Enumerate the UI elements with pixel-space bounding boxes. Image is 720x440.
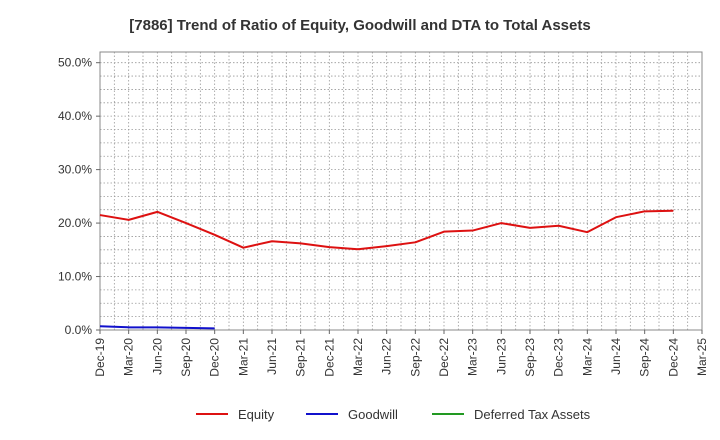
y-tick-label: 50.0% <box>58 56 92 70</box>
series-line-goodwill <box>99 325 215 330</box>
x-axis: Dec-19 Mar-20 Jun-20 Sep-20 Dec-20 Mar-21 Jun-… <box>93 330 709 377</box>
series-group <box>99 209 674 330</box>
legend: Equity Goodwill Deferred Tax Assets <box>196 407 591 422</box>
x-tick-label: Sep-23 <box>523 338 537 377</box>
y-tick-label: 10.0% <box>58 270 92 284</box>
legend-label: Deferred Tax Assets <box>474 407 591 422</box>
x-tick-label: Mar-20 <box>122 338 136 376</box>
y-tick-label: 40.0% <box>58 109 92 123</box>
legend-label: Equity <box>238 407 275 422</box>
x-tick-label: Mar-24 <box>580 338 594 376</box>
x-tick-label: Sep-20 <box>179 338 193 377</box>
x-tick-label: Jun-24 <box>609 338 623 375</box>
y-tick-label: 30.0% <box>58 163 92 177</box>
x-tick-label: Dec-19 <box>93 338 107 377</box>
x-tick-label: Jun-20 <box>150 338 164 375</box>
x-tick-label: Dec-21 <box>322 338 336 377</box>
x-tick-label: Mar-22 <box>351 338 365 376</box>
y-axis: 0.0% 10.0% 20.0% 30.0% 40.0% 50.0% <box>58 56 100 337</box>
y-tick-label: 20.0% <box>58 216 92 230</box>
y-tick-label: 0.0% <box>65 323 93 337</box>
x-tick-label: Dec-20 <box>208 338 222 377</box>
x-tick-label: Dec-23 <box>552 338 566 377</box>
x-tick-label: Dec-24 <box>666 338 680 377</box>
x-tick-label: Sep-22 <box>408 338 422 377</box>
x-tick-label: Sep-24 <box>638 338 652 377</box>
x-tick-label: Jun-23 <box>494 338 508 375</box>
legend-label: Goodwill <box>348 407 398 422</box>
x-tick-label: Sep-21 <box>294 338 308 377</box>
plot-frame <box>99 51 703 331</box>
x-tick-label: Mar-23 <box>466 338 480 376</box>
x-tick-label: Jun-21 <box>265 338 279 375</box>
grid <box>99 52 703 331</box>
chart-title: [7886] Trend of Ratio of Equity, Goodwil… <box>129 17 590 34</box>
x-tick-label: Mar-25 <box>695 338 709 376</box>
x-tick-label: Mar-21 <box>236 338 250 376</box>
series-line-equity <box>99 209 674 251</box>
x-tick-label: Jun-22 <box>380 338 394 375</box>
x-tick-label: Dec-22 <box>437 338 451 377</box>
